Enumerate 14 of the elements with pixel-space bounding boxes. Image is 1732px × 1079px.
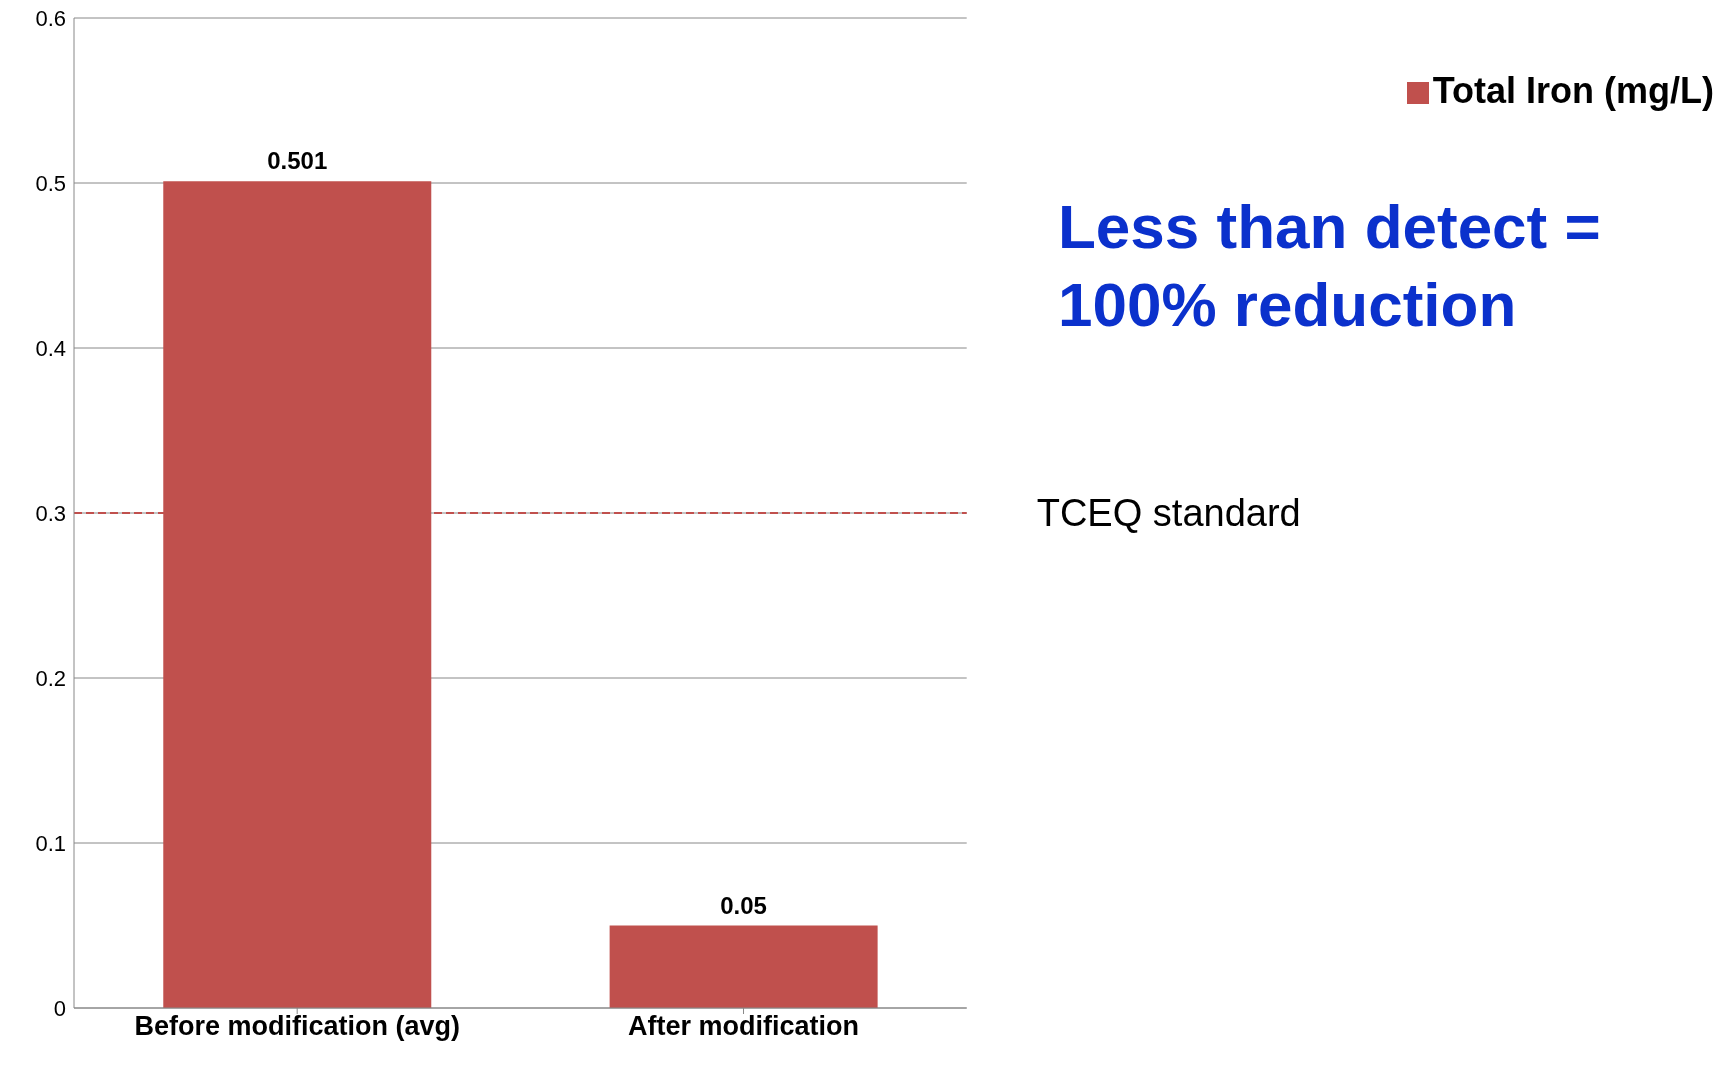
text: Less than detect = 100% reduction — [1058, 191, 1602, 341]
data-label: 0.05 — [720, 891, 767, 919]
legend-label: Total Iron (mg/L) — [1432, 70, 1714, 111]
y-tick-label: 0.2 — [35, 665, 66, 691]
ref-line-label: TCEQ standard — [1036, 492, 1301, 535]
y-tick-label: 0.1 — [35, 830, 66, 856]
data-label: 0.501 — [267, 147, 328, 175]
y-tick-label: 0.4 — [35, 335, 66, 361]
y-tick-label: 0.5 — [35, 170, 66, 196]
x-tick-label: After modification — [628, 1011, 860, 1042]
x-tick-label: Before modification (avg) — [134, 1011, 460, 1042]
y-tick-label: 0.6 — [35, 5, 66, 31]
y-tick-label: 0 — [53, 995, 66, 1021]
y-tick-label: 0.3 — [35, 500, 66, 526]
